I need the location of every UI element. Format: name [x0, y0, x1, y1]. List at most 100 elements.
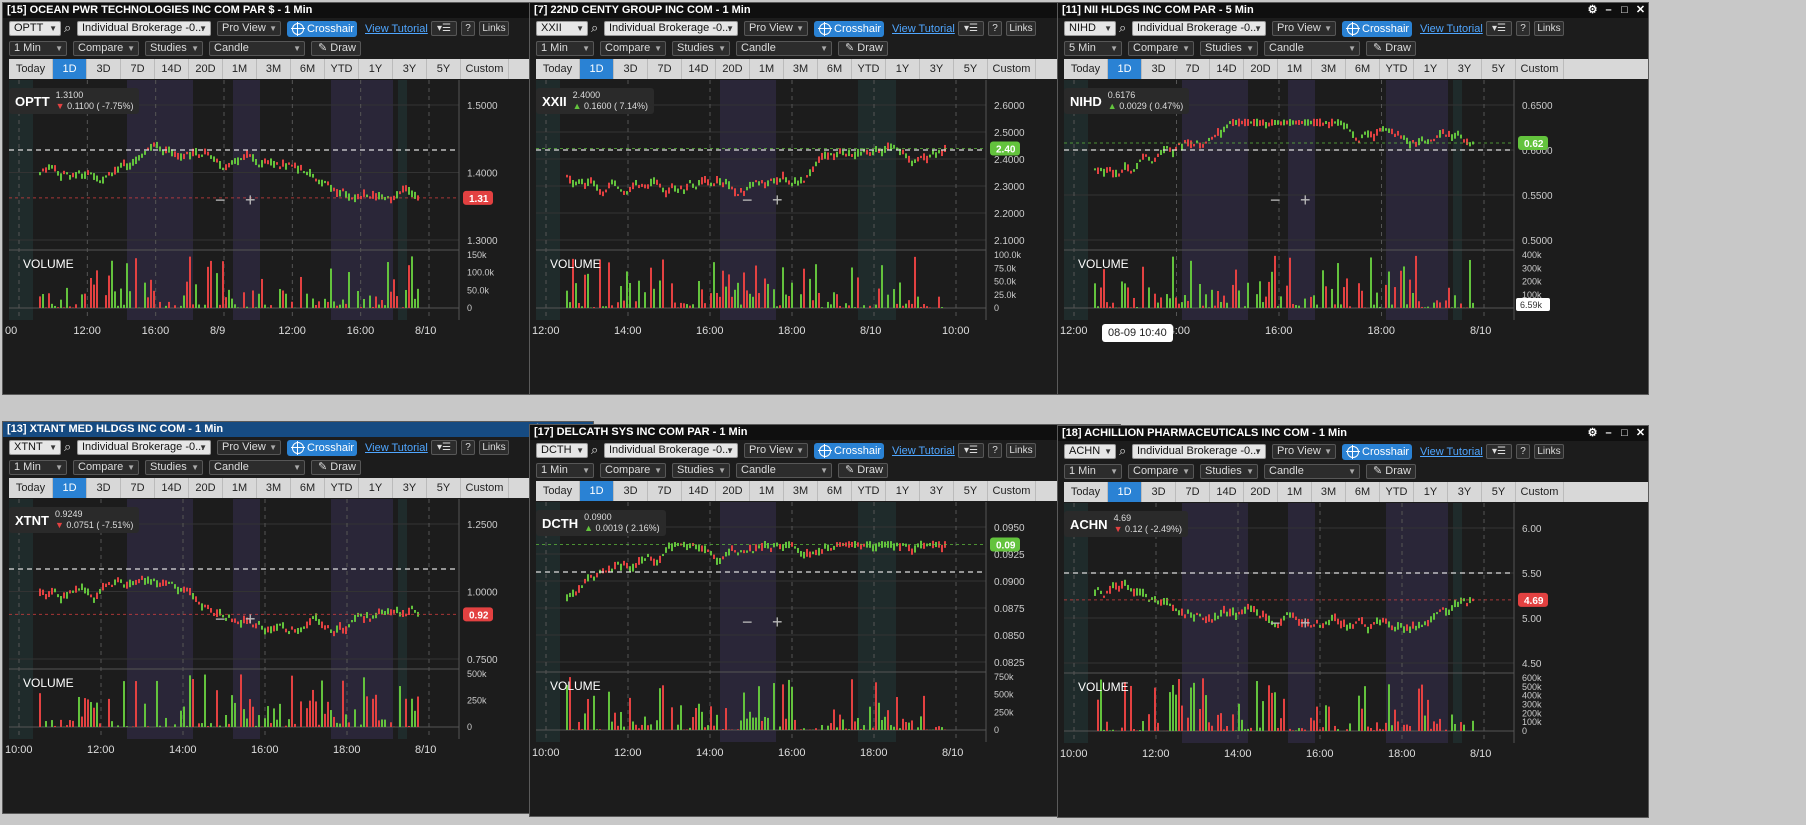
- chart-area[interactable]: 0.0950 0.0925 0.0900 0.0875 0.0850 0.0825 750k…: [530, 502, 1120, 816]
- tab-7d[interactable]: 7D: [1176, 482, 1210, 502]
- help-button[interactable]: ?: [988, 21, 1002, 36]
- zoom-out-button[interactable]: −: [742, 612, 753, 632]
- chart-type-select[interactable]: Candle ▼: [209, 460, 305, 475]
- draw-button[interactable]: ✎ Draw: [311, 460, 361, 475]
- zoom-in-button[interactable]: +: [772, 612, 783, 632]
- tab-7d[interactable]: 7D: [648, 481, 682, 501]
- links-button[interactable]: Links: [1534, 21, 1564, 36]
- zoom-in-button[interactable]: +: [772, 190, 783, 210]
- help-button[interactable]: ?: [1516, 21, 1530, 36]
- compare-select[interactable]: Compare ▼: [1128, 464, 1194, 479]
- tab-custom[interactable]: Custom: [1516, 59, 1564, 79]
- chart-type-select[interactable]: Candle ▼: [1264, 464, 1360, 479]
- tab-custom[interactable]: Custom: [461, 478, 509, 498]
- minimize-icon[interactable]: –: [1605, 427, 1612, 439]
- settings-icon[interactable]: ⚙: [1587, 427, 1598, 439]
- zoom-in-button[interactable]: +: [245, 609, 256, 629]
- tab-today[interactable]: Today: [9, 478, 53, 498]
- tab-6m[interactable]: 6M: [291, 59, 325, 79]
- tab-today[interactable]: Today: [1064, 482, 1108, 502]
- maximize-icon[interactable]: □: [1621, 427, 1628, 439]
- interval-select[interactable]: 1 Min ▼: [536, 463, 594, 478]
- links-button[interactable]: Links: [1006, 21, 1036, 36]
- zoom-out-button[interactable]: −: [215, 609, 226, 629]
- account-select[interactable]: Individual Brokerage -0... ▼: [604, 443, 738, 458]
- tab-3d[interactable]: 3D: [87, 59, 121, 79]
- menu-button[interactable]: ▾☰: [431, 440, 457, 455]
- panel-titlebar[interactable]: [17] DELCATH SYS INC COM PAR - 1 Min ⚙ –…: [530, 425, 1120, 440]
- search-icon[interactable]: ⌕: [1119, 443, 1127, 458]
- draw-button[interactable]: ✎ Draw: [1366, 464, 1416, 479]
- zoom-out-button[interactable]: −: [1270, 190, 1281, 210]
- search-icon[interactable]: ⌕: [1119, 20, 1127, 35]
- tab-1m[interactable]: 1M: [750, 481, 784, 501]
- zoom-in-button[interactable]: +: [245, 190, 256, 210]
- chart-type-select[interactable]: Candle ▼: [736, 463, 832, 478]
- help-button[interactable]: ?: [461, 440, 475, 455]
- zoom-out-button[interactable]: −: [742, 190, 753, 210]
- tab-today[interactable]: Today: [536, 59, 580, 79]
- crosshair-button[interactable]: Crosshair: [287, 440, 357, 456]
- view-select[interactable]: Pro View ▼: [1272, 21, 1336, 36]
- view-tutorial-link[interactable]: View Tutorial: [365, 442, 428, 454]
- close-icon[interactable]: ✕: [1635, 4, 1646, 16]
- crosshair-button[interactable]: Crosshair: [814, 21, 884, 37]
- tab-14d[interactable]: 14D: [1210, 482, 1244, 502]
- panel-titlebar[interactable]: [15] OCEAN PWR TECHNOLOGIES INC COM PAR …: [3, 3, 593, 18]
- tab-6m[interactable]: 6M: [818, 59, 852, 79]
- interval-select[interactable]: 1 Min ▼: [9, 41, 67, 56]
- tab-3y[interactable]: 3Y: [393, 478, 427, 498]
- panel-titlebar[interactable]: [7] 22ND CENTY GROUP INC COM - 1 Min ⚙ –…: [530, 3, 1120, 18]
- tab-3m[interactable]: 3M: [1312, 482, 1346, 502]
- chart-type-select[interactable]: Candle ▼: [209, 41, 305, 56]
- view-tutorial-link[interactable]: View Tutorial: [892, 445, 955, 457]
- interval-select[interactable]: 5 Min ▼: [1064, 41, 1122, 56]
- menu-button[interactable]: ▾☰: [1486, 21, 1512, 36]
- search-icon[interactable]: ⌕: [64, 439, 72, 454]
- tab-ytd[interactable]: YTD: [1380, 482, 1414, 502]
- account-select[interactable]: Individual Brokerage -0... ▼: [604, 21, 738, 36]
- tab-1m[interactable]: 1M: [223, 59, 257, 79]
- maximize-icon[interactable]: □: [1621, 4, 1628, 16]
- tab-20d[interactable]: 20D: [716, 59, 750, 79]
- tab-ytd[interactable]: YTD: [325, 59, 359, 79]
- tab-3m[interactable]: 3M: [784, 59, 818, 79]
- compare-select[interactable]: Compare ▼: [1128, 41, 1194, 56]
- zoom-out-button[interactable]: −: [215, 190, 226, 210]
- tab-1d[interactable]: 1D: [53, 478, 87, 498]
- tab-5y[interactable]: 5Y: [427, 478, 461, 498]
- interval-select[interactable]: 1 Min ▼: [9, 460, 67, 475]
- tab-14d[interactable]: 14D: [682, 481, 716, 501]
- tab-20d[interactable]: 20D: [1244, 59, 1278, 79]
- tab-1d[interactable]: 1D: [580, 59, 614, 79]
- studies-select[interactable]: Studies ▼: [145, 41, 203, 56]
- view-select[interactable]: Pro View ▼: [744, 443, 808, 458]
- tab-today[interactable]: Today: [1064, 59, 1108, 79]
- tab-14d[interactable]: 14D: [155, 478, 189, 498]
- tab-custom[interactable]: Custom: [461, 59, 509, 79]
- symbol-input[interactable]: NIHD ▼: [1064, 21, 1116, 36]
- menu-button[interactable]: ▾☰: [431, 21, 457, 36]
- help-button[interactable]: ?: [988, 443, 1002, 458]
- account-select[interactable]: Individual Brokerage -0... ▼: [1132, 21, 1266, 36]
- crosshair-button[interactable]: Crosshair: [814, 443, 884, 459]
- tab-custom[interactable]: Custom: [988, 481, 1036, 501]
- tab-1m[interactable]: 1M: [223, 478, 257, 498]
- tab-3m[interactable]: 3M: [257, 59, 291, 79]
- tab-3m[interactable]: 3M: [257, 478, 291, 498]
- tab-3y[interactable]: 3Y: [393, 59, 427, 79]
- links-button[interactable]: Links: [1534, 444, 1564, 459]
- view-select[interactable]: Pro View ▼: [217, 440, 281, 455]
- view-select[interactable]: Pro View ▼: [744, 21, 808, 36]
- tab-1m[interactable]: 1M: [750, 59, 784, 79]
- symbol-input[interactable]: OPTT ▼: [9, 21, 61, 36]
- chart-area[interactable]: 2.6000 2.5000 2.4000 2.3000 2.2000 2.1000 100.…: [530, 80, 1120, 394]
- tab-20d[interactable]: 20D: [1244, 482, 1278, 502]
- tab-1y[interactable]: 1Y: [886, 481, 920, 501]
- view-tutorial-link[interactable]: View Tutorial: [892, 23, 955, 35]
- help-button[interactable]: ?: [1516, 444, 1530, 459]
- links-button[interactable]: Links: [479, 440, 509, 455]
- tab-20d[interactable]: 20D: [189, 478, 223, 498]
- crosshair-button[interactable]: Crosshair: [1342, 21, 1412, 37]
- compare-select[interactable]: Compare ▼: [600, 41, 666, 56]
